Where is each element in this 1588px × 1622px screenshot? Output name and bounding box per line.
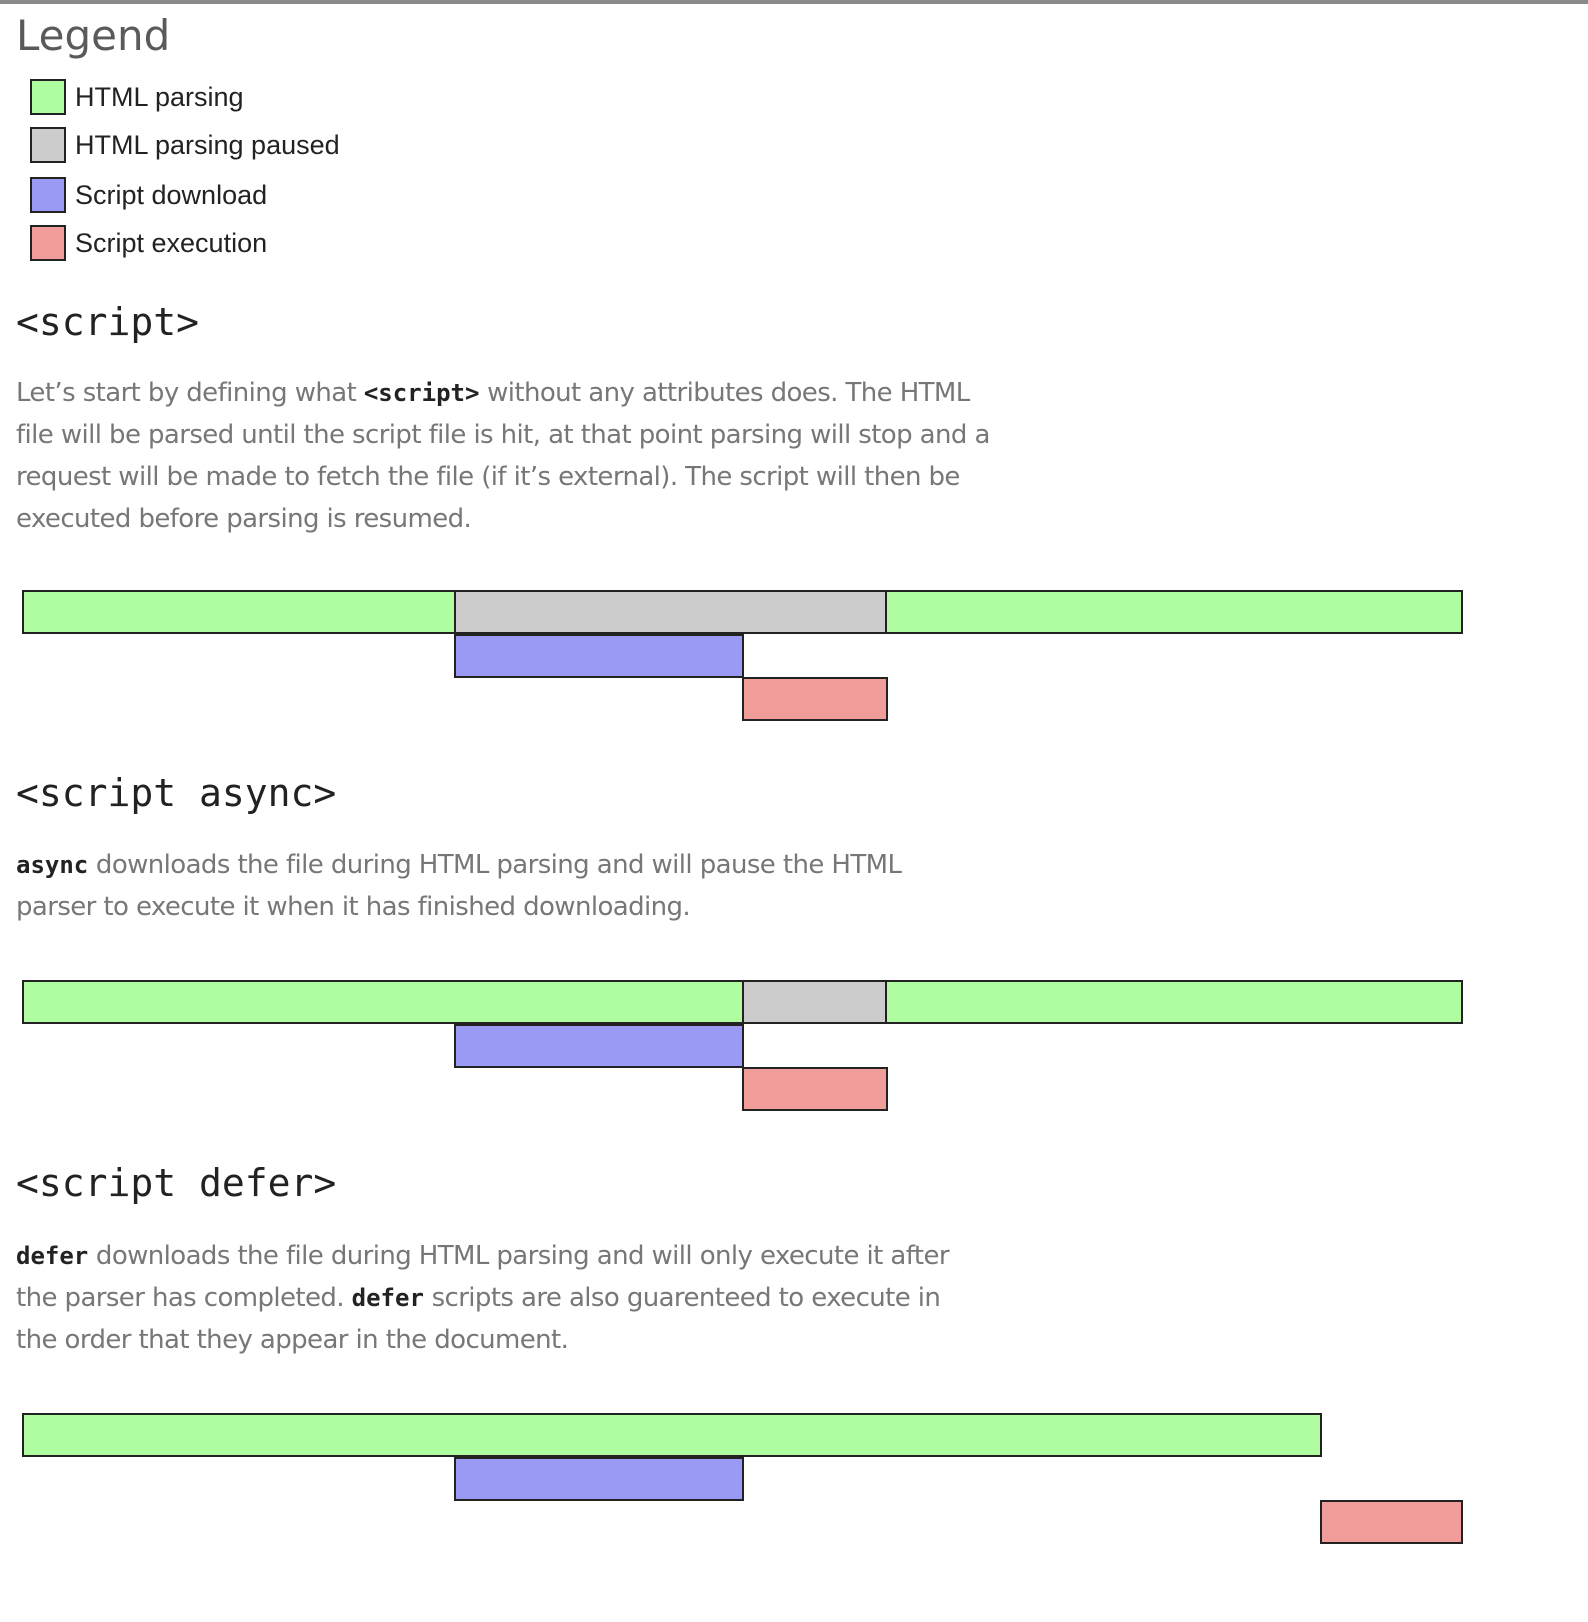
description-text: the order that they appear in the docume… — [16, 1325, 569, 1355]
timeline-segment-download — [454, 634, 744, 678]
legend-item-html-parsing: HTML parsing — [30, 77, 244, 117]
timeline-segment-parsing — [22, 980, 744, 1024]
inline-code: defer — [16, 1242, 89, 1270]
legend-item-script-execution: Script execution — [30, 223, 267, 263]
description-text: the parser has completed. — [16, 1283, 352, 1313]
legend-swatch-download — [30, 177, 66, 213]
description-text: request will be made to fetch the file (… — [16, 462, 960, 492]
timeline-segment-parsing — [22, 1413, 1322, 1457]
timeline-segment-parsing — [885, 590, 1463, 634]
timeline-segment-parsing — [885, 980, 1463, 1024]
top-border — [0, 0, 1588, 4]
section-description-script-async: async downloads the file during HTML par… — [16, 844, 902, 928]
inline-code: async — [16, 851, 89, 879]
timeline-segment-paused — [454, 590, 888, 634]
timeline-segment-execution — [742, 677, 888, 721]
timeline-segment-execution — [1320, 1500, 1463, 1544]
legend-label: HTML parsing paused — [75, 129, 340, 160]
timeline-segment-download — [454, 1024, 744, 1068]
timeline-segment-download — [454, 1457, 744, 1501]
description-text: executed before parsing is resumed. — [16, 504, 472, 534]
description-text: without any attributes does. The HTML — [479, 378, 970, 408]
legend-title: Legend — [16, 11, 171, 60]
timeline-script-defer — [0, 1413, 1588, 1544]
legend-swatch-paused — [30, 127, 66, 163]
description-text: downloads the file during HTML parsing a… — [88, 1241, 950, 1271]
inline-code: defer — [351, 1284, 424, 1312]
section-title-script-defer: <script defer> — [16, 1161, 337, 1205]
description-text: downloads the file during HTML parsing a… — [88, 850, 902, 880]
section-title-script: <script> — [16, 300, 200, 344]
timeline-segment-parsing — [22, 590, 456, 634]
timeline-script — [0, 590, 1588, 721]
description-text: Let’s start by defining what — [16, 378, 364, 408]
inline-code: <script> — [363, 379, 480, 407]
timeline-segment-execution — [742, 1067, 888, 1111]
legend-label: HTML parsing — [75, 81, 244, 112]
legend-label: Script execution — [75, 227, 268, 258]
legend-swatch-execution — [30, 225, 66, 261]
section-description-script-defer: defer downloads the file during HTML par… — [16, 1235, 950, 1361]
legend-label: Script download — [75, 179, 268, 210]
legend-swatch-parsing — [30, 79, 66, 115]
timeline-script-async — [0, 980, 1588, 1111]
description-text: parser to execute it when it has finishe… — [16, 892, 691, 922]
legend-item-html-parsing-paused: HTML parsing paused — [30, 125, 340, 165]
section-title-script-async: <script async> — [16, 771, 337, 815]
section-description-script: Let’s start by defining what <script> wi… — [16, 372, 990, 540]
description-text: scripts are also guarenteed to execute i… — [423, 1283, 941, 1313]
legend-item-script-download: Script download — [30, 175, 267, 215]
description-text: file will be parsed until the script fil… — [16, 420, 990, 450]
timeline-segment-paused — [742, 980, 888, 1024]
